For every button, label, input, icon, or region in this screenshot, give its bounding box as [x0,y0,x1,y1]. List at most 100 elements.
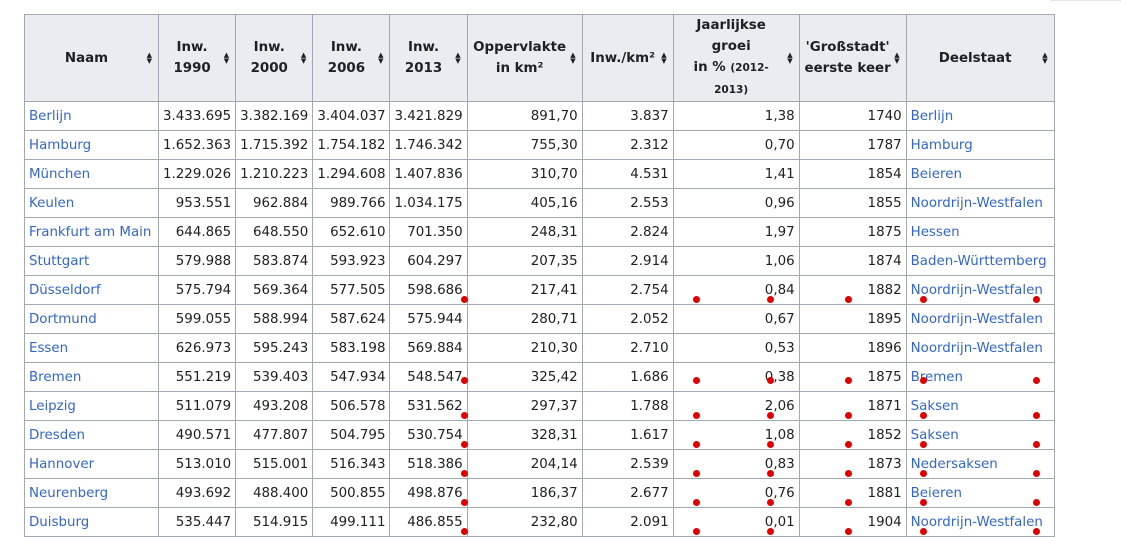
city-link[interactable]: Berlijn [29,108,72,124]
value-cell: 1787 [798,130,907,160]
table-row: Frankfurt am Main 644.865 648.550 652.610 70… [24,217,1055,247]
table-row: Dortmund 599.055 588.994 587.624 575.944 280,… [24,304,1055,334]
state-link[interactable]: Beieren [910,485,962,501]
state-link[interactable]: Hamburg [910,137,973,153]
column-header-inw-2000[interactable]: Inw. 2000 ▲ ▼ [235,14,314,102]
value-cell: 3.382.169 [235,101,314,131]
state-link[interactable]: Noordrijn-Westfalen [910,340,1043,356]
column-header-inw-1990[interactable]: Inw. 1990 ▲ ▼ [157,14,237,102]
column-header-inw-per-km2[interactable]: Inw./km² ▲ ▼ [581,14,674,102]
value-cell: 539.403 [235,362,314,392]
state-link[interactable]: Beieren [910,166,962,182]
state-link[interactable]: Hessen [910,224,960,240]
city-link[interactable]: Essen [29,340,69,356]
value-cell: 1904 [798,507,907,537]
column-header-jaarlijkse-groei[interactable]: Jaarlijkse groei in % (2012-2013) ▲ ▼ [672,14,800,102]
city-cell: Duisburg [24,507,159,537]
value-cell: 547.934 [312,362,391,392]
city-link[interactable]: Duisburg [29,514,90,530]
state-link[interactable]: Noordrijn-Westfalen [910,311,1043,327]
column-header-naam[interactable]: Naam ▲ ▼ [24,14,159,102]
table-row: Dresden 490.571 477.807 504.795 530.754 328,3… [24,420,1055,450]
state-cell: Noordrijn-Westfalen [905,333,1055,363]
sort-arrows-icon[interactable]: ▲ ▼ [894,51,900,65]
value-cell: 1,97 [672,217,800,247]
city-link[interactable]: Frankfurt am Main [29,224,152,240]
sort-arrows-icon[interactable]: ▲ ▼ [146,51,152,65]
column-header-deelstaat[interactable]: Deelstaat ▲ ▼ [905,14,1055,102]
value-cell: 217,41 [466,275,583,305]
state-cell: Noordrijn-Westfalen [905,275,1055,305]
state-cell: Baden-Württemberg [905,246,1055,276]
city-link[interactable]: Düsseldorf [29,282,101,298]
city-link[interactable]: Leipzig [29,398,76,414]
city-cell: Keulen [24,188,159,218]
value-cell: 204,14 [466,449,583,479]
value-cell: 1881 [798,478,907,508]
column-header-label: Inw./km² [590,50,655,66]
sort-arrows-icon[interactable]: ▲ ▼ [223,51,230,65]
column-header-label: 2013 [404,61,443,76]
page-top-border [1050,0,1121,1]
column-header-inw-2006[interactable]: Inw. 2006 ▲ ▼ [312,14,391,102]
state-link[interactable]: Noordrijn-Westfalen [910,195,1043,211]
value-cell: 3.837 [581,101,674,131]
value-cell: 2.710 [581,333,674,363]
table-body: Berlijn 3.433.695 3.382.169 3.404.037 3.421.… [24,101,1055,537]
value-cell: 2.052 [581,304,674,334]
value-cell: 3.421.829 [389,101,468,131]
sort-arrows-icon[interactable]: ▲ ▼ [300,51,307,65]
column-header-grossstadt-eerste-keer[interactable]: 'Großstadt' eerste keer ▲ ▼ [798,14,907,102]
value-cell: 953.551 [157,188,237,218]
value-cell: 2.824 [581,217,674,247]
state-cell: Hamburg [905,130,1055,160]
sort-arrows-icon[interactable]: ▲ ▼ [787,51,793,65]
city-cell: Berlijn [24,101,159,131]
city-cell: Dortmund [24,304,159,334]
city-link[interactable]: Hannover [29,456,95,472]
city-link[interactable]: Dresden [29,427,85,443]
table-row: Neurenberg 493.692 488.400 500.855 498.876 18… [24,478,1055,508]
state-link[interactable]: Bremen [910,369,964,385]
table-row: Stuttgart 579.988 583.874 593.923 604.297 207… [24,246,1055,276]
value-cell: 1.294.608 [312,159,391,189]
state-link[interactable]: Berlijn [910,108,954,124]
state-link[interactable]: Saksen [910,398,959,414]
city-link[interactable]: Neurenberg [29,485,109,501]
city-link[interactable]: Dortmund [29,311,97,327]
sort-arrows-icon[interactable]: ▲ ▼ [455,51,461,65]
table-row: Hamburg 1.652.363 1.715.392 1.754.182 1.746.… [24,130,1055,160]
value-cell: 325,42 [466,362,583,392]
value-cell: 0,96 [672,188,800,218]
city-link[interactable]: Keulen [29,195,75,211]
column-header-label: Naam [64,50,109,66]
state-cell: Beieren [905,159,1055,189]
value-cell: 1896 [798,333,907,363]
column-header-label: Deelstaat [938,50,1012,66]
value-cell: 1875 [798,217,907,247]
value-cell: 569.364 [235,275,314,305]
city-link[interactable]: München [29,166,91,182]
value-cell: 2.754 [581,275,674,305]
state-link[interactable]: Baden-Württemberg [910,253,1047,269]
state-link[interactable]: Noordrijn-Westfalen [910,282,1043,298]
sort-arrows-icon[interactable]: ▲ ▼ [570,51,576,65]
city-link[interactable]: Stuttgart [29,253,90,269]
value-cell: 1.652.363 [157,130,237,160]
sort-arrows-icon[interactable]: ▲ ▼ [661,51,667,65]
value-cell: 1,06 [672,246,800,276]
city-link[interactable]: Hamburg [29,137,92,153]
column-header-oppervlakte[interactable]: Oppervlakte in km² ▲ ▼ [466,14,583,102]
state-link[interactable]: Saksen [910,427,959,443]
value-cell: 280,71 [466,304,583,334]
sort-arrows-icon[interactable]: ▲ ▼ [378,51,384,65]
city-cell: Neurenberg [24,478,159,508]
city-cell: Dresden [24,420,159,450]
state-link[interactable]: Nedersaksen [910,456,998,472]
sort-arrows-icon[interactable]: ▲ ▼ [1042,51,1048,65]
table-row: Bremen 551.219 539.403 547.934 548.547 325,42… [24,362,1055,392]
column-header-inw-2013[interactable]: Inw. 2013 ▲ ▼ [389,14,468,102]
value-cell: 604.297 [389,246,468,276]
state-link[interactable]: Noordrijn-Westfalen [910,514,1043,530]
city-link[interactable]: Bremen [29,369,82,385]
